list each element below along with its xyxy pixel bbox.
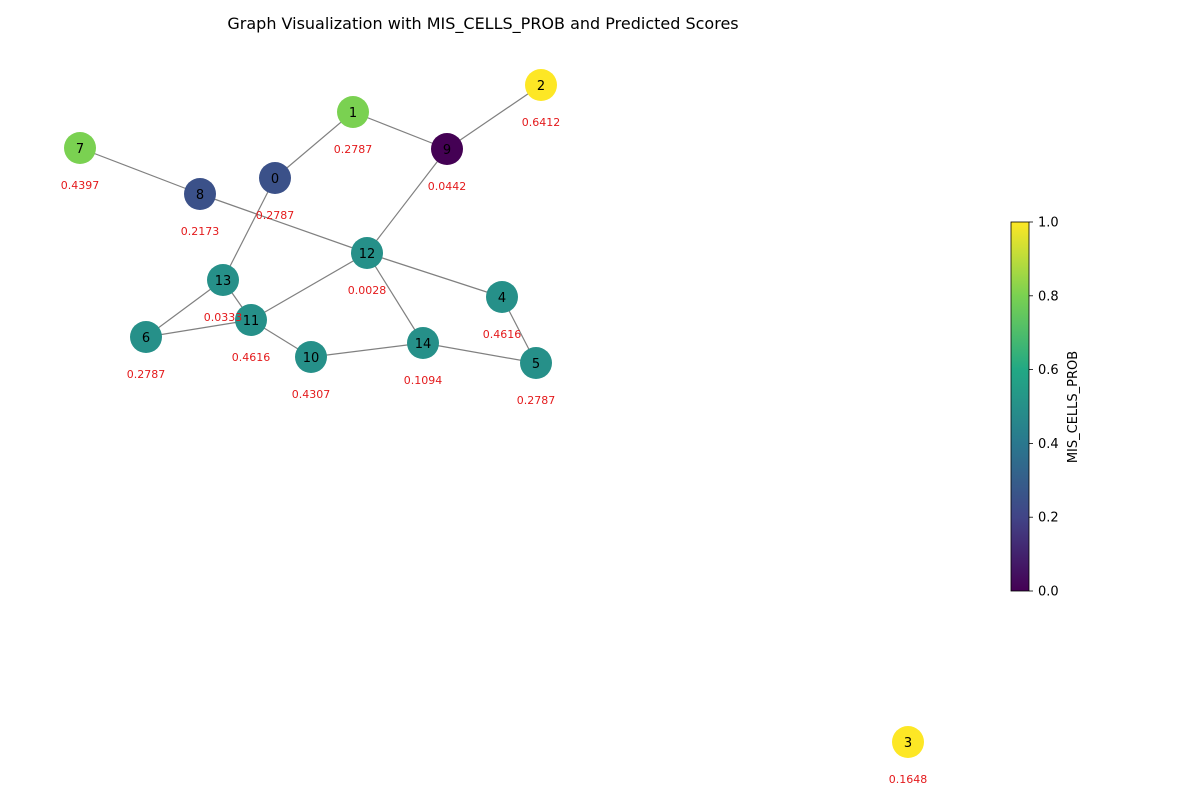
node-12-label: 12	[359, 247, 376, 262]
colorbar-tick-label-2: 0.4	[1038, 437, 1059, 452]
node-10-score: 0.4307	[292, 388, 331, 401]
node-1-score: 0.2787	[334, 143, 373, 156]
node-12-circle	[351, 237, 383, 269]
edge-12-14	[366, 252, 424, 344]
node-5-circle	[520, 347, 552, 379]
colorbar: 0.0 0.2 0.4 0.6 0.8 1.0 MIS_CELLS_PROB	[1010, 216, 1081, 600]
node-14-label: 14	[415, 337, 432, 352]
node-8-score: 0.2173	[181, 225, 220, 238]
edge-10-14	[310, 342, 424, 358]
node-1: 1	[337, 96, 369, 128]
scores-layer: 0.2787 0.2787 0.6412 0.1648 0.4616 0.2787 0.27…	[61, 116, 928, 786]
node-2-label: 2	[537, 79, 545, 94]
edge-12-11	[250, 252, 368, 321]
edge-9-12	[366, 148, 448, 254]
node-6: 6	[130, 321, 162, 353]
edge-2-9	[446, 84, 542, 150]
node-2-score: 0.6412	[522, 116, 561, 129]
node-8-label: 8	[196, 188, 204, 203]
colorbar-ticks: 0.0 0.2 0.4 0.6 0.8 1.0	[1029, 216, 1059, 600]
edge-12-4	[366, 252, 503, 298]
node-12-score: 0.0028	[348, 284, 387, 297]
node-11-label: 11	[243, 314, 260, 329]
node-7: 7	[64, 132, 96, 164]
node-13: 13	[207, 264, 239, 296]
node-4-label: 4	[498, 291, 506, 306]
node-8: 8	[184, 178, 216, 210]
node-14-score: 0.1094	[404, 374, 443, 387]
node-9-score: 0.0442	[428, 180, 467, 193]
node-7-label: 7	[76, 142, 84, 157]
node-7-circle	[64, 132, 96, 164]
edge-14-5	[422, 342, 537, 364]
node-4: 4	[486, 281, 518, 313]
edge-6-11	[145, 319, 252, 338]
node-5-score: 0.2787	[517, 394, 556, 407]
edge-1-9	[352, 111, 448, 150]
node-2-circle	[525, 69, 557, 101]
node-3-circle	[892, 726, 924, 758]
colorbar-tick-label-5: 1.0	[1038, 216, 1059, 231]
colorbar-tick-label-1: 0.2	[1038, 511, 1059, 526]
node-9: 9	[431, 133, 463, 165]
node-9-circle	[431, 133, 463, 165]
node-6-circle	[130, 321, 162, 353]
node-5-label: 5	[532, 357, 540, 372]
edge-0-13	[222, 177, 276, 281]
node-10: 10	[295, 341, 327, 373]
edges-layer	[79, 84, 542, 364]
chart-title: Graph Visualization with MIS_CELLS_PROB …	[227, 14, 738, 34]
colorbar-tick-label-3: 0.6	[1038, 363, 1059, 378]
node-6-score: 0.2787	[127, 368, 166, 381]
colorbar-tick-label-4: 0.8	[1038, 289, 1059, 304]
node-7-score: 0.4397	[61, 179, 100, 192]
node-10-circle	[295, 341, 327, 373]
node-0-label: 0	[271, 172, 279, 187]
node-1-label: 1	[349, 106, 357, 121]
node-13-label: 13	[215, 274, 232, 289]
node-14: 14	[407, 327, 439, 359]
colorbar-tick-label-0: 0.0	[1038, 585, 1059, 600]
node-12: 12	[351, 237, 383, 269]
node-4-circle	[486, 281, 518, 313]
node-11-circle	[235, 304, 267, 336]
node-13-circle	[207, 264, 239, 296]
edge-8-12	[199, 193, 368, 254]
node-3: 3	[892, 726, 924, 758]
node-5: 5	[520, 347, 552, 379]
colorbar-label: MIS_CELLS_PROB	[1066, 351, 1081, 463]
node-3-score: 0.1648	[889, 773, 928, 786]
node-9-label: 9	[443, 143, 451, 158]
node-0-score: 0.2787	[256, 209, 295, 222]
edge-0-1	[274, 111, 354, 179]
node-11: 11	[235, 304, 267, 336]
node-14-circle	[407, 327, 439, 359]
node-10-label: 10	[303, 351, 320, 366]
node-3-label: 3	[904, 736, 912, 751]
node-2: 2	[525, 69, 557, 101]
edge-7-8	[79, 147, 201, 195]
node-0: 0	[259, 162, 291, 194]
node-4-score: 0.4616	[483, 328, 522, 341]
node-8-circle	[184, 178, 216, 210]
node-13-score: 0.0333	[204, 311, 243, 324]
node-6-label: 6	[142, 331, 150, 346]
node-11-score: 0.4616	[232, 351, 271, 364]
colorbar-gradient	[1010, 221, 1030, 592]
node-1-circle	[337, 96, 369, 128]
node-0-circle	[259, 162, 291, 194]
